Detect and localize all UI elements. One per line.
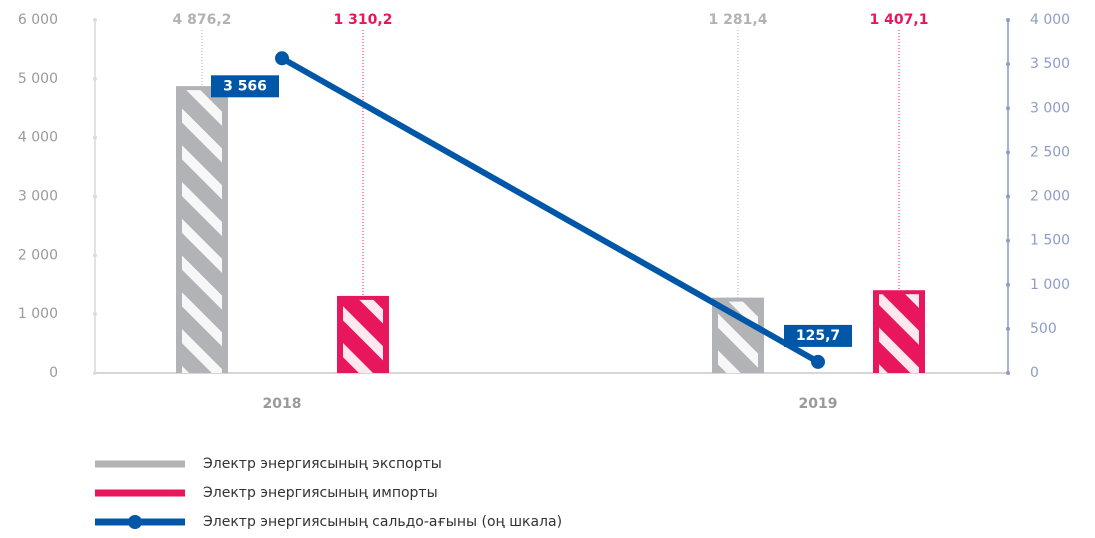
y2-tick-label: 1 500	[1030, 233, 1070, 249]
data-label: 3 566	[223, 78, 267, 94]
data-label-box	[784, 324, 852, 347]
y-tick	[93, 76, 97, 81]
legend-label: Электр энергиясының импорты	[203, 485, 438, 501]
data-label-box	[211, 75, 279, 98]
y-tick	[93, 135, 97, 140]
y2-tick-label: 2 500	[1030, 144, 1070, 160]
y2-tick-label: 2 000	[1030, 189, 1070, 205]
y2-tick	[1006, 150, 1010, 155]
y2-tick-label: 4 000	[1030, 12, 1070, 28]
data-label: 125,7	[796, 328, 840, 344]
y-tick-label: 1 000	[18, 306, 58, 322]
y2-tick	[1006, 326, 1010, 331]
y2-tick	[1006, 106, 1010, 111]
legend-marker	[128, 515, 142, 529]
data-label: 1 281,4	[709, 12, 768, 28]
y-tick	[93, 371, 97, 375]
bar-hatch	[182, 90, 222, 374]
y-tick-label: 6 000	[18, 12, 58, 28]
line-point	[811, 354, 825, 369]
data-label: 1 407,1	[870, 12, 929, 28]
y2-tick	[1006, 18, 1010, 22]
y2-tick-label: 3 500	[1030, 56, 1070, 72]
legend-label: Электр энергиясының экспорты	[203, 456, 442, 472]
y-tick-label: 3 000	[18, 189, 58, 205]
y2-tick	[1006, 62, 1010, 67]
y2-tick-label: 3 000	[1030, 100, 1070, 116]
legend-label: Электр энергиясының сальдо-ағыны (оң шка…	[203, 514, 562, 530]
y-tick-label: 5 000	[18, 71, 58, 87]
bar-hatch	[718, 301, 758, 373]
x-tick-label: 2019	[799, 396, 838, 412]
y2-tick	[1006, 194, 1010, 199]
y2-tick-label: 500	[1030, 321, 1057, 337]
y2-tick-label: 1 000	[1030, 277, 1070, 293]
y2-tick-label: 0	[1030, 365, 1039, 381]
y-tick-label: 2 000	[18, 247, 58, 263]
y-tick	[93, 194, 97, 199]
y-tick-label: 4 000	[18, 130, 58, 146]
y-tick	[93, 18, 97, 22]
y-tick	[93, 312, 97, 317]
bar-hatch	[879, 294, 919, 373]
line	[280, 55, 820, 365]
y-tick	[93, 253, 97, 258]
data-label: 4 876,2	[173, 12, 232, 28]
y2-tick	[1006, 282, 1010, 287]
y2-tick	[1006, 238, 1010, 243]
y-tick-label: 0	[49, 365, 58, 381]
y2-tick	[1006, 371, 1010, 375]
line-point	[275, 51, 289, 66]
x-tick-label: 2018	[263, 396, 302, 412]
data-label: 1 310,2	[334, 12, 393, 28]
bar-hatch	[343, 299, 383, 373]
